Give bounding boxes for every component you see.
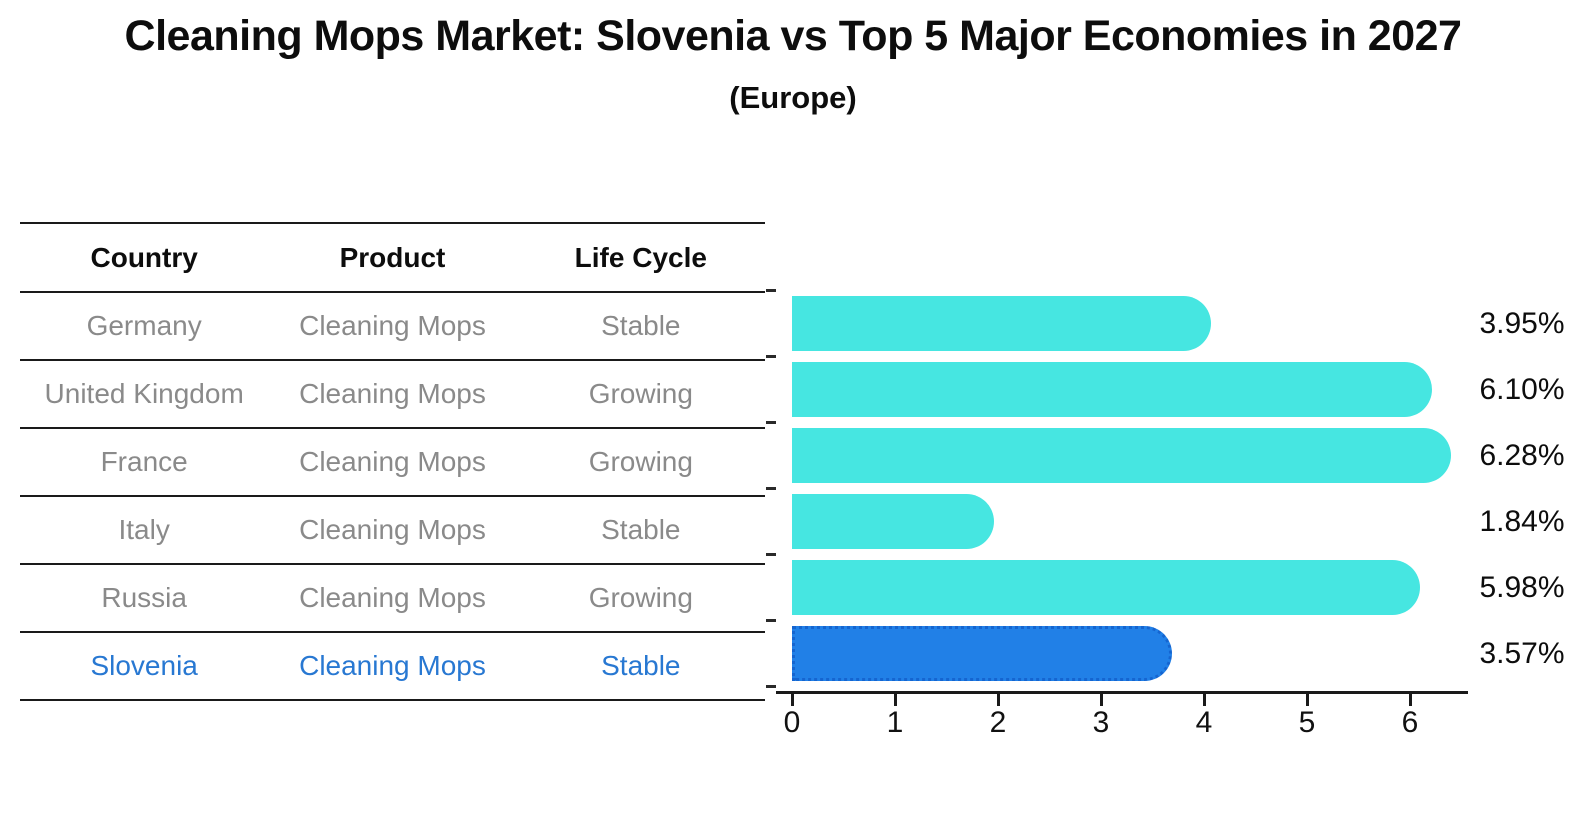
table-cell-life-cycle: Growing (588, 582, 693, 613)
table-cell-product: Cleaning Mops (299, 514, 486, 545)
x-axis-tick (1100, 694, 1103, 706)
x-axis-tick (1203, 694, 1206, 706)
table-cell-life-cycle: Growing (588, 378, 693, 409)
x-axis-tick-label: 5 (1298, 706, 1316, 739)
x-axis-tick (894, 694, 897, 706)
table-row: France Cleaning Mops Growing (20, 429, 765, 497)
table-cell-product: Cleaning Mops (299, 650, 486, 681)
y-axis-tick (766, 619, 776, 622)
x-axis-tick (791, 694, 794, 706)
bar-france (792, 428, 1451, 483)
bar-value-label: 6.28% (1479, 438, 1565, 472)
x-axis-tick-label: 2 (989, 706, 1007, 739)
y-axis-tick (766, 289, 776, 292)
y-axis-tick (766, 487, 776, 490)
table-cell-life-cycle: Growing (588, 446, 693, 477)
bar-value-label: 3.57% (1479, 636, 1565, 670)
y-axis-tick (766, 421, 776, 424)
y-axis-tick (766, 355, 776, 358)
table-cell-country: Germany (86, 310, 202, 341)
y-axis-tick (766, 685, 776, 688)
table-cell-product: Cleaning Mops (299, 310, 486, 341)
x-axis-tick (1409, 694, 1412, 706)
x-axis-tick (1306, 694, 1309, 706)
table-row: Italy Cleaning Mops Stable (20, 497, 765, 565)
y-axis-tick (766, 553, 776, 556)
x-axis-tick-label: 4 (1195, 706, 1213, 739)
table-cell-product: Cleaning Mops (299, 446, 486, 477)
table-row: Slovenia Cleaning Mops Stable (20, 633, 765, 701)
table-cell-country: Slovenia (90, 650, 198, 681)
table-row: Russia Cleaning Mops Growing (20, 565, 765, 633)
x-axis-tick-label: 0 (783, 706, 801, 739)
table-cell-life-cycle: Stable (601, 514, 681, 545)
bar-value-label: 1.84% (1479, 504, 1565, 538)
table-cell-country: Italy (118, 514, 170, 545)
bar-united-kingdom (792, 362, 1433, 417)
table-cell-life-cycle: Stable (601, 650, 681, 681)
bar-slovenia (792, 626, 1172, 681)
table-row: United Kingdom Cleaning Mops Growing (20, 361, 765, 429)
x-axis-tick-label: 6 (1401, 706, 1419, 739)
table-cell-product: Cleaning Mops (299, 582, 486, 613)
table-header-lifecycle: Life Cycle (574, 241, 707, 273)
x-axis-tick (997, 694, 1000, 706)
data-table: Country Product Life Cycle Germany Cleani… (20, 222, 765, 701)
table-header-product: Product (339, 241, 446, 273)
bar-value-label: 6.10% (1479, 372, 1565, 406)
table-cell-country: Russia (101, 582, 187, 613)
table-header-row: Country Product Life Cycle (20, 224, 765, 293)
x-axis (776, 691, 1468, 694)
table-cell-country: France (100, 446, 188, 477)
table-cell-life-cycle: Stable (601, 310, 681, 341)
table-header-country: Country (90, 241, 198, 273)
x-axis-tick-label: 1 (886, 706, 904, 739)
table-cell-country: United Kingdom (44, 378, 244, 409)
x-axis-tick-label: 3 (1092, 706, 1110, 739)
bar-germany (792, 296, 1211, 351)
chart-title: Cleaning Mops Market: Slovenia vs Top 5 … (124, 12, 1462, 60)
chart-subtitle: (Europe) (729, 80, 857, 115)
bar-value-label: 3.95% (1479, 306, 1565, 340)
bar-russia (792, 560, 1420, 615)
bar-italy (792, 494, 994, 549)
table-cell-product: Cleaning Mops (299, 378, 486, 409)
table-row: Germany Cleaning Mops Stable (20, 293, 765, 361)
bar-value-label: 5.98% (1479, 570, 1565, 604)
